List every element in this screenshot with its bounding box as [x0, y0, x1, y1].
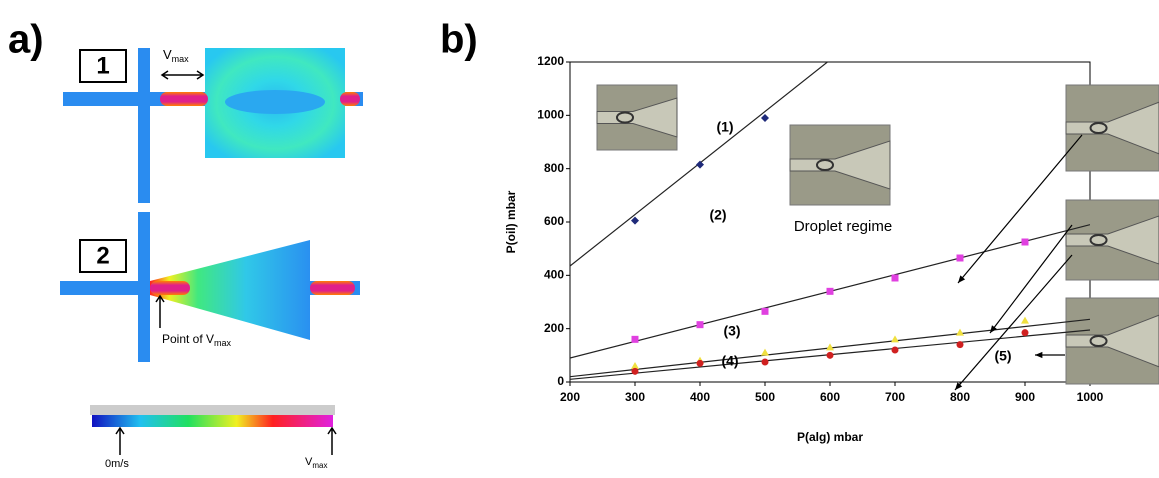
y-tick-label: 1000: [537, 108, 564, 122]
y-tick-label: 1200: [537, 54, 564, 68]
arrow: [160, 70, 205, 80]
arrow: [957, 134, 1083, 284]
point: [891, 335, 899, 343]
point: [696, 160, 704, 169]
x-tick-label: 1000: [1077, 390, 1104, 404]
point: [631, 362, 639, 369]
point: [891, 274, 899, 282]
hot-zone: [160, 92, 208, 106]
x-tick-label: 800: [950, 390, 970, 404]
photo-channel: [1065, 215, 1159, 265]
t: Point of V: [162, 332, 214, 346]
point: [1021, 238, 1029, 246]
photo-droplet: [1089, 122, 1108, 134]
series-label: (4): [721, 353, 738, 369]
series-label: (1): [716, 119, 733, 135]
arrow-head: [955, 382, 963, 390]
hot-zone: [150, 281, 190, 295]
panel-a: a) 1 Vmax 2 Point of Vmax 0m/s Vmax: [8, 18, 363, 470]
y-tick-label: 0: [557, 374, 564, 388]
point-label: Point of Vmax: [162, 332, 232, 348]
scale-frame: [90, 405, 335, 415]
annotation: Droplet regime: [794, 218, 892, 235]
v: V: [163, 47, 172, 62]
sub: max: [214, 338, 232, 348]
x-tick-label: 300: [625, 390, 645, 404]
point: [631, 216, 639, 225]
cone: [150, 240, 310, 340]
y-tick-label: 200: [544, 321, 564, 335]
point: [761, 307, 769, 315]
photo-channel: [1065, 314, 1159, 368]
y-axis-label: P(oil) mbar: [504, 190, 518, 253]
point: [956, 254, 964, 262]
panel-label: a): [8, 18, 44, 62]
channel: [138, 212, 150, 362]
point: [696, 359, 704, 367]
y-tick-label: 400: [544, 268, 564, 282]
box: [79, 239, 127, 273]
arrow: [954, 254, 1073, 391]
annotation: (5): [994, 348, 1011, 364]
photo-droplet: [616, 111, 634, 124]
arrow-head: [1035, 351, 1043, 359]
arrow-head: [958, 275, 966, 283]
arrow: [989, 224, 1073, 334]
chamber-core: [225, 90, 325, 114]
photo-channel: [596, 97, 678, 138]
point: [956, 341, 964, 349]
arrow: [115, 426, 337, 455]
vmax-label: Vmax: [163, 47, 189, 64]
point: [826, 287, 834, 295]
hot-zone: [310, 281, 355, 295]
point: [1021, 316, 1029, 324]
point: [1021, 329, 1029, 337]
point: [956, 328, 964, 336]
scale-min: 0m/s: [105, 458, 129, 470]
x-tick-label: 600: [820, 390, 840, 404]
scale-max: Vmax: [305, 456, 327, 470]
hot-zone: [340, 92, 360, 106]
point: [826, 351, 834, 359]
arrow: [155, 294, 165, 328]
box: [79, 49, 127, 83]
point: [631, 335, 639, 343]
photo-droplet: [1089, 234, 1108, 246]
box-label: 1: [96, 52, 109, 79]
x-tick-label: 400: [690, 390, 710, 404]
series-label: (3): [723, 323, 740, 339]
x-tick-label: 700: [885, 390, 905, 404]
photo-droplet: [816, 159, 834, 171]
arrow-head: [990, 325, 997, 333]
v: V: [305, 456, 313, 468]
y-tick-label: 800: [544, 161, 564, 175]
point: [761, 358, 769, 366]
x-tick-label: 200: [560, 390, 580, 404]
y-tick-label: 600: [544, 214, 564, 228]
x-axis-label: P(alg) mbar: [797, 430, 863, 444]
sub: max: [312, 461, 327, 470]
x-tick-label: 900: [1015, 390, 1035, 404]
series-label: (2): [709, 207, 726, 223]
sub: max: [172, 54, 190, 64]
trend-line: [570, 62, 829, 267]
color-scale: [92, 415, 333, 427]
x-tick-label: 500: [755, 390, 775, 404]
point: [761, 348, 769, 356]
point: [826, 343, 834, 351]
point: [631, 367, 639, 375]
box-label: 2: [96, 242, 109, 269]
panel-label: b): [440, 18, 478, 62]
photo-droplet: [1089, 335, 1108, 347]
point: [891, 346, 899, 354]
channel: [138, 48, 150, 203]
photo-channel: [1065, 101, 1159, 155]
point: [761, 114, 769, 122]
point: [696, 321, 704, 329]
photo-channel: [789, 140, 891, 190]
